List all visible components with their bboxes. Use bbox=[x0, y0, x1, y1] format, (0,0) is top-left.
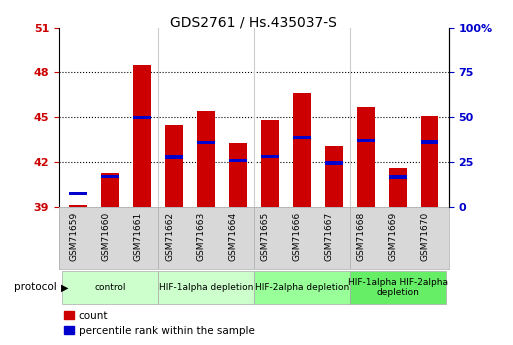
Bar bbox=[261, 120, 279, 207]
Bar bbox=[102, 175, 119, 178]
Bar bbox=[229, 159, 247, 162]
Text: control: control bbox=[94, 283, 126, 292]
Legend: count, percentile rank within the sample: count, percentile rank within the sample bbox=[64, 310, 254, 336]
Text: GSM71670: GSM71670 bbox=[421, 212, 430, 261]
Bar bbox=[133, 65, 151, 207]
Text: GSM71660: GSM71660 bbox=[101, 212, 110, 261]
Text: HIF-2alpha depletion: HIF-2alpha depletion bbox=[255, 283, 349, 292]
Bar bbox=[389, 176, 406, 179]
Bar bbox=[293, 93, 311, 207]
Bar bbox=[62, 271, 158, 304]
Text: GSM71668: GSM71668 bbox=[357, 212, 366, 261]
Bar bbox=[158, 271, 254, 304]
Bar bbox=[421, 140, 439, 144]
Text: HIF-1alpha HIF-2alpha
depletion: HIF-1alpha HIF-2alpha depletion bbox=[348, 277, 448, 297]
Text: GSM71664: GSM71664 bbox=[229, 212, 238, 261]
Text: protocol: protocol bbox=[14, 283, 56, 292]
Bar bbox=[229, 143, 247, 207]
Bar bbox=[69, 192, 87, 195]
Bar bbox=[325, 146, 343, 207]
Text: GSM71665: GSM71665 bbox=[261, 212, 270, 261]
Bar bbox=[102, 172, 119, 207]
Text: GSM71666: GSM71666 bbox=[293, 212, 302, 261]
Text: HIF-1alpha depletion: HIF-1alpha depletion bbox=[159, 283, 253, 292]
Text: GSM71667: GSM71667 bbox=[325, 212, 334, 261]
Text: GSM71659: GSM71659 bbox=[69, 212, 78, 261]
Bar bbox=[69, 205, 87, 207]
Bar bbox=[261, 155, 279, 158]
Bar bbox=[357, 139, 374, 142]
Bar bbox=[357, 107, 374, 207]
Bar bbox=[254, 271, 350, 304]
Text: GSM71663: GSM71663 bbox=[197, 212, 206, 261]
Bar bbox=[421, 116, 439, 207]
Bar bbox=[293, 136, 311, 139]
Bar bbox=[389, 168, 406, 207]
Bar bbox=[165, 125, 183, 207]
Bar bbox=[197, 141, 215, 144]
Bar bbox=[133, 116, 151, 119]
Bar bbox=[165, 155, 183, 159]
Bar bbox=[325, 161, 343, 165]
Text: GSM71661: GSM71661 bbox=[133, 212, 142, 261]
Bar bbox=[197, 111, 215, 207]
Text: ▶: ▶ bbox=[61, 283, 68, 292]
Text: GSM71662: GSM71662 bbox=[165, 212, 174, 261]
Text: GDS2761 / Hs.435037-S: GDS2761 / Hs.435037-S bbox=[170, 16, 338, 30]
Text: GSM71669: GSM71669 bbox=[389, 212, 398, 261]
Bar bbox=[350, 271, 446, 304]
